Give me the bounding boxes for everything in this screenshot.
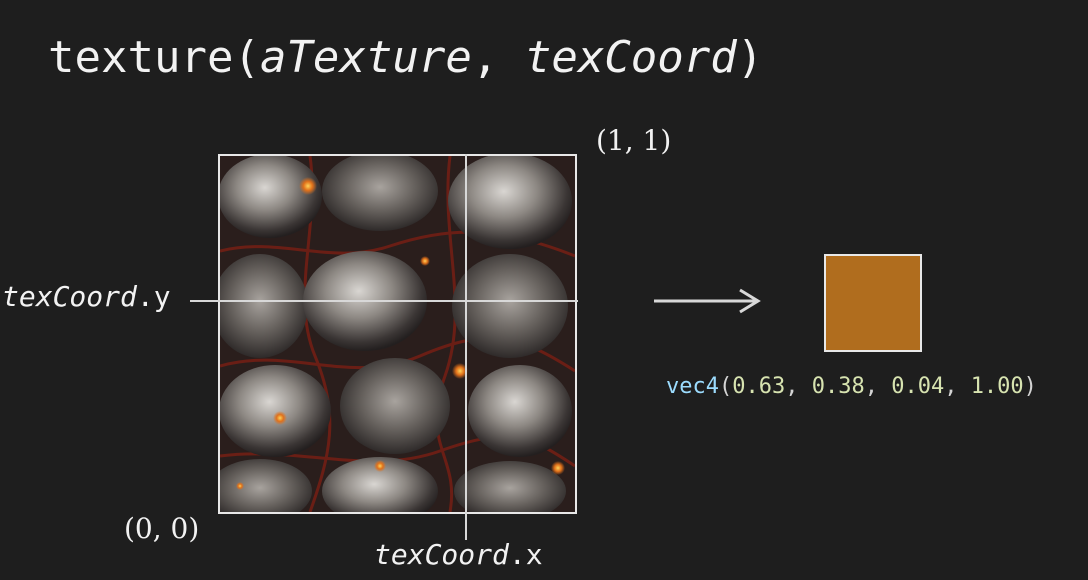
title-arg-texture: aTexture — [259, 32, 472, 83]
corner-label-top-right: (1, 1) — [596, 124, 672, 157]
texcoord-y-guide-line — [190, 300, 578, 302]
title-open-paren: ( — [233, 32, 260, 83]
title-close-paren: ) — [736, 32, 764, 83]
vec4-a: 1.00 — [970, 374, 1024, 399]
texcoord-y-var: texCoord — [2, 280, 137, 313]
texcoord-x-guide-line — [465, 154, 467, 540]
texcoord-x-field: .x — [508, 538, 543, 571]
vec4-comma-2: , — [864, 374, 878, 399]
vec4-comma-3: , — [944, 374, 958, 399]
rock-texture — [220, 156, 575, 512]
vec4-comma-1: , — [785, 374, 799, 399]
vec4-open: ( — [718, 374, 733, 399]
vec4-fn: vec4 — [666, 374, 719, 399]
texcoord-x-label: texCoord.x — [374, 538, 543, 571]
vec4-b: 0.04 — [891, 374, 945, 399]
vec4-close: ) — [1023, 374, 1037, 399]
texture-image — [218, 154, 577, 514]
vec4-r: 0.63 — [732, 374, 786, 399]
arrow-right-icon — [654, 288, 761, 314]
title-arg-texcoord: texCoord — [524, 32, 737, 83]
title-function: texture — [48, 32, 234, 83]
texcoord-x-var: texCoord — [374, 538, 509, 571]
page-title: texture(aTexture, texCoord) — [48, 28, 763, 88]
vec4-g: 0.38 — [811, 374, 865, 399]
title-separator: , — [471, 32, 525, 83]
texcoord-y-label: texCoord.y — [2, 280, 171, 313]
sampled-color-vec4: vec4(0.63, 0.38, 0.04, 1.00) — [666, 374, 1037, 399]
sampled-color-swatch — [824, 254, 922, 352]
texcoord-y-field: .y — [136, 280, 171, 313]
corner-label-bottom-left: (0, 0) — [124, 512, 200, 545]
